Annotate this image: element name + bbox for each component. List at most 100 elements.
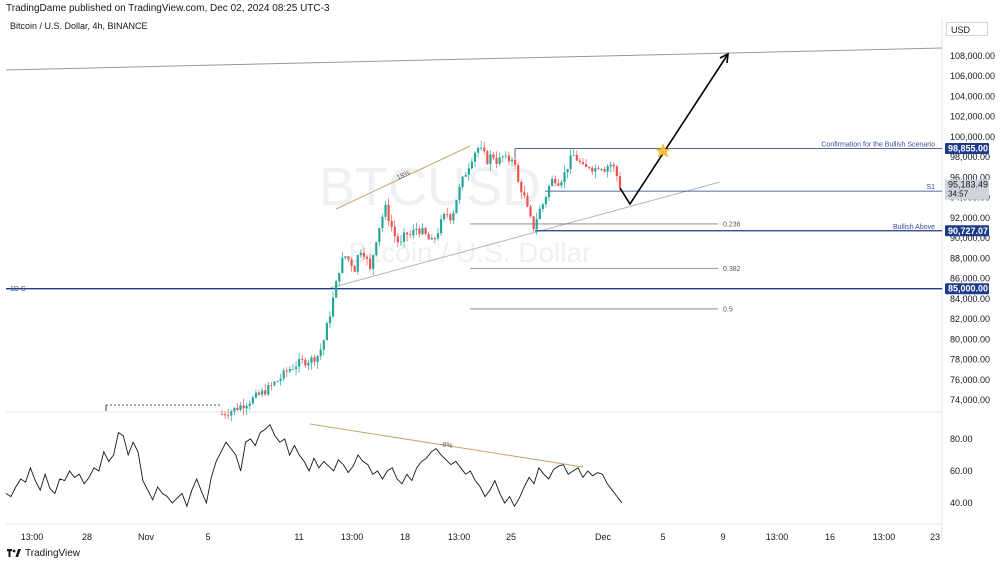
candle-body [433,238,436,239]
price-tick-label: 76,000.00 [950,375,990,385]
price-tick-label: 82,000.00 [950,314,990,324]
candle-body [452,213,455,221]
candle-body [529,206,532,217]
candle-body [618,176,622,188]
candle-body [557,183,560,186]
candle-body [597,168,600,170]
candle-body [304,359,307,366]
candle-body [504,155,507,157]
candle-body [387,204,390,222]
candle-body [254,392,258,398]
price-tick-label: 74,000.00 [950,395,990,405]
price-tick-label: 98,000.00 [950,152,990,162]
candle-body [480,147,483,149]
candle-body [544,197,548,205]
level-price-label: 85,000.00 [948,284,988,294]
brand-label: TradingView [25,548,81,559]
level-price-tag [945,143,989,155]
candle-body [285,370,288,372]
candle-body [514,159,517,166]
candle-body [594,168,597,172]
candle-body [446,214,449,215]
candle-body [455,200,458,214]
tradingview-logo-icon [7,549,21,558]
candle-body [372,254,375,269]
candle-body [393,226,396,237]
candle-body [291,368,295,370]
candle-body [338,272,341,282]
candle-body [359,252,362,256]
candle-body [464,174,467,177]
candle-body [547,185,551,198]
level-label: Confirmation for the Bullish Scenario [821,142,935,149]
candle-body [563,172,566,183]
candle-body [375,242,378,255]
time-tick-label: 13:00 [341,532,364,542]
candle-body [328,316,332,324]
candle-body [325,323,328,341]
candle-body [294,366,298,369]
candle-body [282,370,285,379]
tradingview-brand[interactable]: TradingView [7,548,80,559]
time-tick-label: 13:00 [873,532,896,542]
candle-body [581,162,585,165]
candle-body [421,228,424,235]
level-price-label: 90,727.07 [948,226,988,236]
level-label: S1 [926,184,935,191]
current-price-label: 95,183.49 [948,180,988,190]
candle-body [322,340,325,350]
candle-body [489,154,492,164]
candle-body [384,204,387,217]
candle-body [261,390,264,395]
candle-body [603,169,606,172]
candle-body [473,152,477,162]
candle-body [551,179,554,186]
candle-body [427,234,430,240]
candle-body [467,168,470,175]
candle-body [319,349,322,356]
price-tick-label: 88,000.00 [950,253,990,263]
candle-body [406,232,409,235]
projection-arrowhead [719,52,729,64]
time-tick-label: 11 [294,532,303,542]
candle-body [365,256,369,259]
candle-body [572,155,575,156]
bar-countdown: 34:57 [948,190,969,199]
candle-body [526,195,529,207]
candle-body [566,168,569,173]
candle-body [591,167,594,172]
candle-body [554,179,557,184]
candle-body [402,232,406,242]
candle-body [396,236,399,243]
currency-selector[interactable]: USD [946,22,988,36]
time-tick-label: Nov [138,532,155,542]
candle-body [486,151,489,164]
time-tick-label: 13:00 [21,532,44,542]
price-tick-label: 92,000.00 [950,213,990,223]
level-label: 1D S [10,286,26,293]
candle-body [535,219,538,230]
fib-label: 0.236 [723,221,741,228]
symbol-title: Bitcoin / U.S. Dollar, 4h, BINANCE [10,21,148,31]
level-price-tag [945,283,989,295]
candle-body [612,164,615,167]
confirmation-star-icon [655,143,671,158]
candle-body [532,216,535,230]
candle-body [331,297,335,317]
candle-body [288,369,291,372]
time-tick-label: Dec [595,532,612,542]
level-price-label: 98,855.00 [948,144,988,154]
candle-body [353,266,356,272]
candle-body [418,228,421,235]
candle-body [270,384,273,386]
candle-body [430,238,433,240]
time-tick-label: 28 [82,532,92,542]
candle-body [470,161,474,169]
candle-body [301,359,304,360]
candle-body [368,258,372,269]
rsi-line [5,423,623,508]
price-tick-label: 84,000.00 [950,294,990,304]
candle-body [449,214,452,221]
rsi-divergence-line [309,423,584,468]
